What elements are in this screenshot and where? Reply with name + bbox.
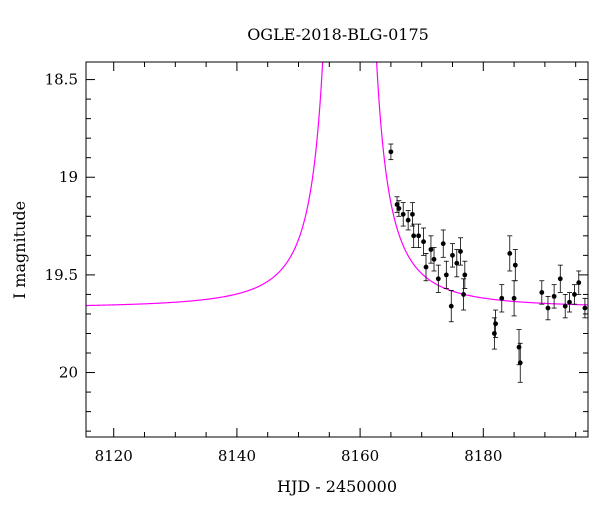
data-point-36 <box>576 270 582 295</box>
chart-title: OGLE-2018-BLG-0175 <box>247 25 429 44</box>
x-axis-label: HJD - 2450000 <box>277 477 397 496</box>
data-marker <box>461 292 466 297</box>
data-marker <box>582 305 588 311</box>
data-point-30 <box>545 295 551 321</box>
data-marker <box>516 344 522 350</box>
data-point-17 <box>454 249 460 278</box>
data-marker <box>512 262 518 268</box>
data-point-23 <box>499 284 505 313</box>
y-axis-label: I magnitude <box>10 201 29 299</box>
x-tick-labels: 8120 8140 8160 8180 <box>95 447 503 465</box>
data-marker <box>517 360 523 366</box>
data-point-26 <box>512 249 518 282</box>
x-tick-label: 8180 <box>464 447 502 465</box>
data-marker <box>416 233 422 239</box>
x-tick-label: 8120 <box>95 447 133 465</box>
data-point-15 <box>448 290 454 323</box>
y-tick-label: 20 <box>59 364 78 382</box>
data-marker <box>443 272 449 278</box>
data-point-7 <box>416 223 422 248</box>
data-marker <box>545 305 551 311</box>
data-marker <box>507 251 513 256</box>
data-point-11 <box>431 247 437 272</box>
data-marker <box>572 292 577 297</box>
data-point-25 <box>511 280 517 317</box>
data-point-14 <box>443 260 449 289</box>
data-point-5 <box>409 202 415 227</box>
y-tick-label: 19.5 <box>45 266 78 284</box>
data-point-19 <box>461 278 467 311</box>
data-marker <box>511 295 517 301</box>
data-marker <box>450 252 455 258</box>
data-point-2 <box>396 200 402 217</box>
data-marker <box>410 211 415 217</box>
data-marker <box>491 331 497 336</box>
data-marker <box>435 276 441 282</box>
data-points <box>388 143 588 383</box>
y-tick-labels: 18.5 19 19.5 20 <box>45 71 78 382</box>
x-tick-label: 8140 <box>218 447 256 465</box>
data-point-32 <box>557 264 563 293</box>
data-marker <box>405 217 411 223</box>
data-marker <box>394 202 400 207</box>
model-curve <box>86 62 588 307</box>
data-marker <box>493 321 499 327</box>
data-point-31 <box>551 284 557 309</box>
data-marker <box>557 276 563 282</box>
data-point-0 <box>388 143 394 161</box>
data-point-20 <box>462 260 468 289</box>
data-point-22 <box>493 309 499 338</box>
data-marker <box>421 239 426 245</box>
axes: 8120 8140 8160 8180 18.5 19 19.5 20 <box>45 61 589 465</box>
data-marker <box>562 303 568 309</box>
data-marker <box>428 247 434 252</box>
data-marker <box>462 272 468 278</box>
data-marker <box>431 256 437 262</box>
data-point-33 <box>562 294 568 319</box>
data-point-10 <box>428 235 434 264</box>
data-point-8 <box>421 227 427 256</box>
data-marker <box>396 206 402 211</box>
data-point-9 <box>423 253 429 282</box>
data-point-27 <box>516 329 522 366</box>
data-marker <box>539 290 545 295</box>
data-marker <box>388 149 394 155</box>
data-marker <box>454 260 460 266</box>
data-point-34 <box>567 292 573 313</box>
y-tick-label: 18.5 <box>45 71 78 89</box>
data-point-3 <box>400 202 406 227</box>
data-point-37 <box>582 297 588 319</box>
plot-frame <box>85 61 589 438</box>
data-marker <box>499 295 505 301</box>
data-marker <box>551 293 557 299</box>
data-point-16 <box>449 243 455 268</box>
data-point-29 <box>539 280 545 305</box>
data-point-12 <box>435 264 441 293</box>
data-point-6 <box>411 223 417 248</box>
x-tick-label: 8160 <box>341 447 379 465</box>
data-marker <box>576 280 582 286</box>
data-marker <box>567 299 572 305</box>
data-point-4 <box>405 210 411 231</box>
data-marker <box>423 264 429 270</box>
tick-marks <box>86 62 588 437</box>
data-point-24 <box>507 235 513 272</box>
data-marker <box>458 249 463 254</box>
data-point-13 <box>440 229 446 258</box>
y-tick-label: 19 <box>59 168 78 186</box>
plot-area <box>86 62 588 383</box>
data-point-28 <box>517 342 523 383</box>
data-marker <box>400 211 406 217</box>
data-point-18 <box>457 237 463 266</box>
data-marker <box>448 303 454 309</box>
data-marker <box>411 233 417 239</box>
data-marker <box>440 241 446 247</box>
data-point-35 <box>571 284 577 305</box>
